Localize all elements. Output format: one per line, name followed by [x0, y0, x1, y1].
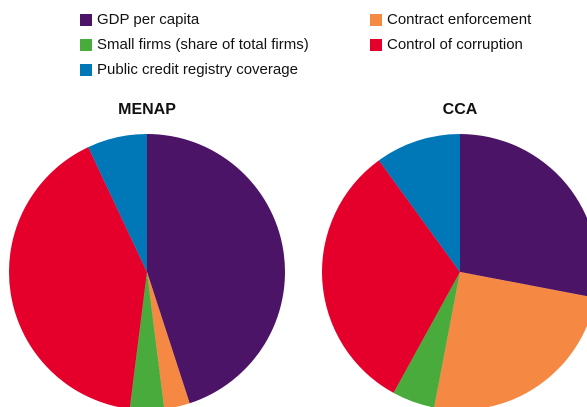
pie-title: CCA: [443, 101, 478, 118]
pie-slice: [9, 147, 147, 407]
pie-slice: [393, 272, 460, 407]
legend-swatch: [370, 14, 382, 26]
pie-slice: [460, 134, 587, 297]
legend-swatch: [80, 39, 92, 51]
legend-label: Control of corruption: [387, 36, 523, 53]
legend-label: GDP per capita: [97, 11, 200, 28]
legend-swatch: [80, 14, 92, 26]
legend-swatch: [370, 39, 382, 51]
pie-slice: [434, 272, 587, 407]
pie-title: MENAP: [118, 101, 176, 118]
pie-slice: [129, 272, 165, 407]
legend-swatch: [80, 64, 92, 76]
pie-slice: [147, 272, 190, 407]
pie-slice: [147, 134, 285, 404]
pie-slice: [321, 160, 460, 393]
pie-slice: [378, 134, 460, 272]
legend-label: Small firms (share of total firms): [97, 36, 309, 53]
legend-label: Contract enforcement: [387, 11, 532, 28]
pie-slice: [88, 134, 147, 272]
legend-label: Public credit registry coverage: [97, 61, 298, 78]
